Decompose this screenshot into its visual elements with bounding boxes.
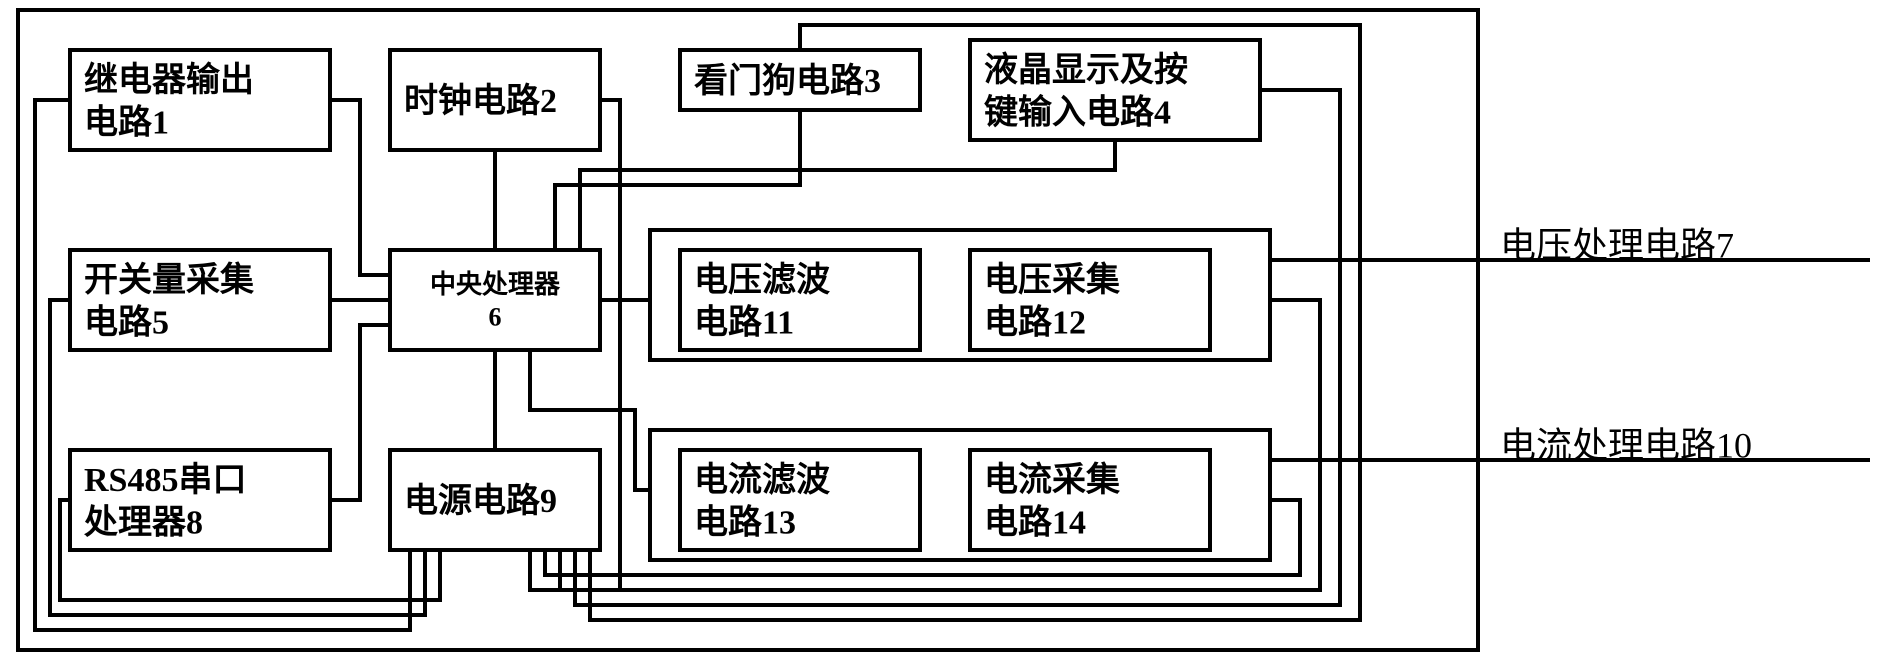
node-n14-label-0: 电流采集 xyxy=(984,461,1120,499)
node-n2-label-0: 时钟电路2 xyxy=(404,82,557,120)
node-n11: 电压滤波电路11 xyxy=(680,250,920,350)
node-n6-label-1: 6 xyxy=(489,302,502,331)
label-l7: 电压处理电路7 xyxy=(1500,225,1870,265)
node-n8-label-1: 处理器8 xyxy=(83,503,203,541)
node-n14: 电流采集电路14 xyxy=(970,450,1210,550)
label-l10: 电流处理电路10 xyxy=(1500,425,1870,465)
node-n11-label-0: 电压滤波 xyxy=(694,261,830,299)
node-n12: 电压采集电路12 xyxy=(970,250,1210,350)
node-n5-label-0: 开关量采集 xyxy=(84,261,254,299)
node-n13-label-0: 电流滤波 xyxy=(694,461,830,499)
node-n13-label-1: 电路13 xyxy=(694,503,796,541)
node-n6-label-0: 中央处理器 xyxy=(430,270,561,299)
node-n3-label-0: 看门狗电路3 xyxy=(694,62,881,100)
node-n1: 继电器输出电路1 xyxy=(70,50,330,150)
node-n13: 电流滤波电路13 xyxy=(680,450,920,550)
node-n14-label-1: 电路14 xyxy=(984,503,1086,541)
node-n12-label-1: 电路12 xyxy=(984,303,1086,341)
node-n9: 电源电路9 xyxy=(390,450,600,550)
node-n4-label-1: 键输入电路4 xyxy=(984,93,1171,131)
node-n5-label-1: 电路5 xyxy=(84,303,169,341)
node-n2: 时钟电路2 xyxy=(390,50,600,150)
node-n8: RS485串口处理器8 xyxy=(70,450,330,550)
node-n4-label-0: 液晶显示及按 xyxy=(984,51,1188,89)
node-n12-label-0: 电压采集 xyxy=(984,261,1120,299)
node-n11-label-1: 电路11 xyxy=(694,303,794,341)
node-n6: 中央处理器 6 xyxy=(390,250,600,350)
node-n8-label-0: RS485串口 xyxy=(84,461,246,499)
node-n4: 液晶显示及按键输入电路4 xyxy=(970,40,1260,140)
diagram-canvas: 继电器输出电路1 时钟电路2 看门狗电路3 液晶显示及按键输入电路4 开关量采集电路5 中… xyxy=(0,0,1879,672)
node-n1-label-0: 继电器输出 xyxy=(84,61,254,99)
node-n1-label-1: 电路1 xyxy=(84,103,169,141)
node-n5: 开关量采集电路5 xyxy=(70,250,330,350)
node-n9-label-0: 电源电路9 xyxy=(404,482,557,520)
node-n3: 看门狗电路3 xyxy=(680,50,920,110)
